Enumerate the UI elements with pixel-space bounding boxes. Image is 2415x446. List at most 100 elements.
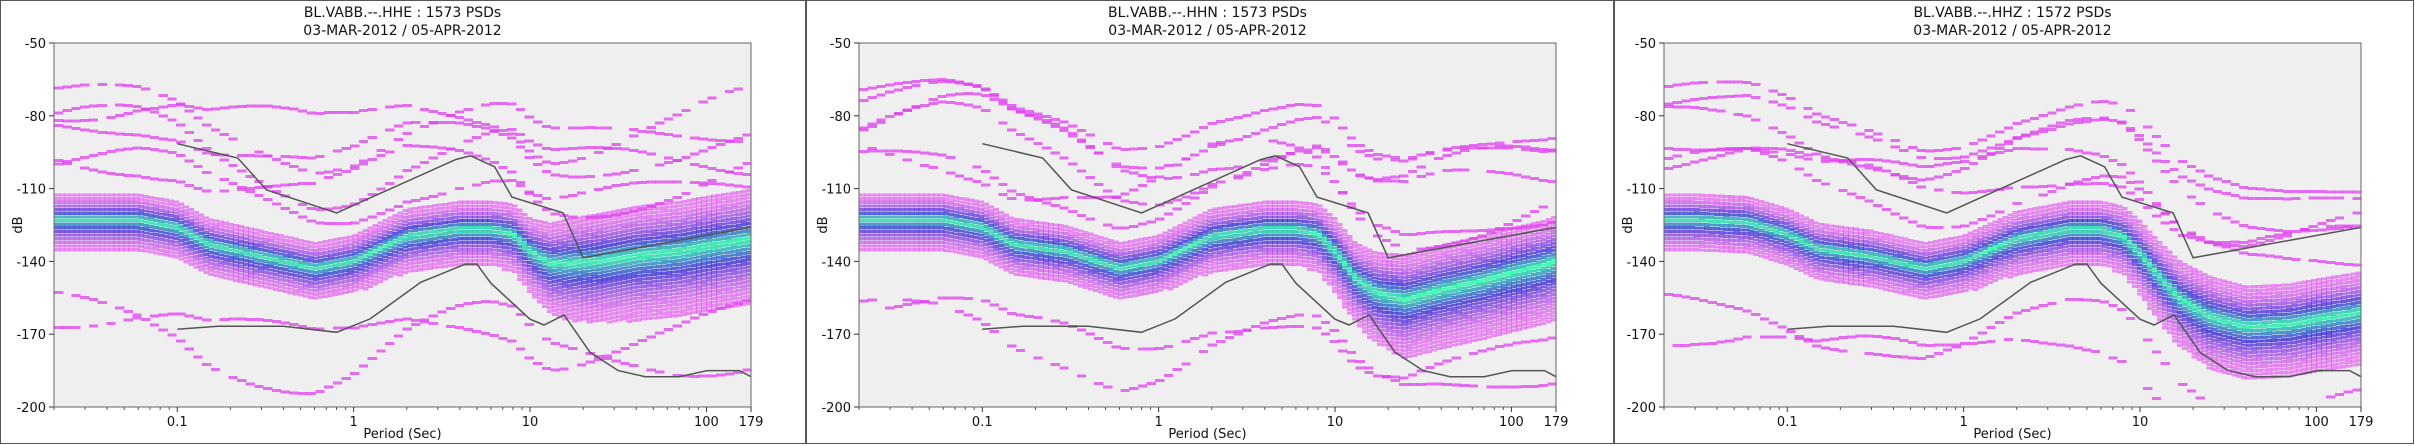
- psd-density-cell: [1003, 257, 1009, 261]
- psd-density-cell: [188, 244, 194, 248]
- psd-density-cell: [68, 215, 75, 219]
- psd-trace-cell: [402, 131, 412, 135]
- psd-density-cell: [527, 253, 533, 257]
- psd-density-cell: [706, 195, 712, 199]
- psd-density-cell: [706, 228, 712, 232]
- psd-trace-cell: [446, 121, 456, 125]
- psd-trace-cell: [1207, 331, 1217, 335]
- psd-density-cell: [507, 206, 513, 210]
- psd-density-cell: [387, 241, 394, 246]
- psd-density-cell: [113, 229, 120, 234]
- psd-density-cell: [541, 297, 548, 301]
- psd-trace-cell: [1007, 197, 1017, 201]
- psd-density-cell: [1083, 256, 1089, 260]
- psd-density-cell: [527, 264, 533, 268]
- psd-trace-cell: [132, 313, 142, 317]
- psd-density-cell: [1028, 241, 1034, 246]
- psd-density-cell: [487, 248, 493, 252]
- psd-density-cell: [153, 218, 160, 222]
- psd-density-cell: [711, 303, 717, 308]
- psd-density-cell: [556, 271, 563, 275]
- psd-density-cell: [133, 233, 140, 237]
- psd-trace-cell: [123, 173, 133, 177]
- psd-density-cell: [59, 229, 65, 234]
- psd-density-cell: [923, 218, 930, 223]
- psd-trace-cell: [1129, 387, 1139, 390]
- psd-density-cell: [601, 248, 608, 252]
- psd-trace-cell: [367, 136, 377, 139]
- psd-density-cell: [571, 228, 578, 232]
- psd-density-cell: [546, 240, 553, 244]
- psd-density-cell: [507, 231, 513, 236]
- psd-density-cell: [1018, 247, 1024, 252]
- psd-trace-cell: [716, 143, 726, 147]
- psd-density-cell: [327, 282, 334, 286]
- psd-density-cell: [293, 274, 299, 278]
- psd-trace-cell: [289, 391, 299, 395]
- psd-density-cell: [283, 290, 289, 294]
- psd-density-cell: [427, 226, 433, 230]
- psd-density-cell: [963, 248, 970, 252]
- psd-density-cell: [571, 300, 578, 305]
- psd-density-cell: [273, 276, 279, 280]
- psd-density-cell: [198, 224, 204, 228]
- psd-density-cell: [696, 281, 702, 285]
- psd-density-cell: [676, 313, 682, 317]
- psd-density-cell: [268, 264, 274, 268]
- psd-density-cell: [726, 250, 732, 254]
- psd-density-cell: [243, 262, 249, 266]
- psd-density-cell: [536, 296, 543, 300]
- psd-density-cell: [903, 197, 910, 201]
- psd-density-cell: [168, 239, 175, 243]
- psd-density-cell: [616, 263, 623, 267]
- psd-density-cell: [666, 212, 672, 216]
- psd-density-cell: [527, 242, 533, 246]
- psd-density-cell: [462, 244, 468, 248]
- psd-density-cell: [312, 267, 319, 271]
- psd-density-cell: [507, 264, 513, 268]
- psd-density-cell: [332, 289, 339, 293]
- psd-trace-cell: [507, 132, 517, 136]
- psd-trace-cell: [1355, 143, 1365, 147]
- psd-density-cell: [908, 200, 915, 204]
- psd-trace-cell: [202, 189, 212, 193]
- psd-trace-cell: [202, 362, 212, 366]
- psd-density-cell: [148, 195, 155, 200]
- psd-density-cell: [437, 258, 443, 262]
- psd-density-cell: [656, 232, 662, 236]
- psd-density-cell: [278, 277, 284, 282]
- psd-density-cell: [701, 236, 707, 240]
- psd-density-cell: [566, 229, 573, 233]
- psd-density-cell: [88, 222, 95, 226]
- psd-density-cell: [228, 277, 234, 281]
- psd-density-cell: [988, 209, 994, 213]
- psd-density-cell: [362, 258, 369, 262]
- psd-density-cell: [606, 309, 613, 313]
- psd-density-cell: [337, 291, 344, 295]
- psd-trace-cell: [332, 221, 343, 225]
- psd-density-cell: [233, 274, 239, 279]
- psd-trace-cell: [1294, 149, 1304, 153]
- psd-density-cell: [178, 231, 185, 236]
- psd-density-cell: [581, 281, 588, 285]
- psd-density-cell: [223, 272, 229, 276]
- psd-density-cell: [73, 248, 80, 252]
- psd-density-cell: [1107, 282, 1114, 286]
- psd-trace-cell: [946, 93, 956, 97]
- psd-density-cell: [1093, 281, 1099, 285]
- psd-density-cell: [477, 255, 483, 259]
- psd-density-cell: [968, 216, 975, 220]
- psd-density-cell: [183, 223, 189, 227]
- psd-trace-cell: [885, 115, 895, 119]
- psd-density-cell: [412, 221, 419, 225]
- psd-density-cell: [859, 244, 865, 248]
- psd-density-cell: [208, 236, 214, 240]
- psd-density-cell: [1122, 284, 1129, 288]
- psd-density-cell: [412, 261, 419, 265]
- psd-density-cell: [576, 227, 583, 231]
- psd-trace-cell: [1320, 171, 1331, 175]
- psd-density-cell: [859, 215, 865, 219]
- psd-density-cell: [467, 215, 473, 219]
- psd-trace-cell: [1129, 147, 1139, 151]
- psd-density-cell: [746, 291, 752, 295]
